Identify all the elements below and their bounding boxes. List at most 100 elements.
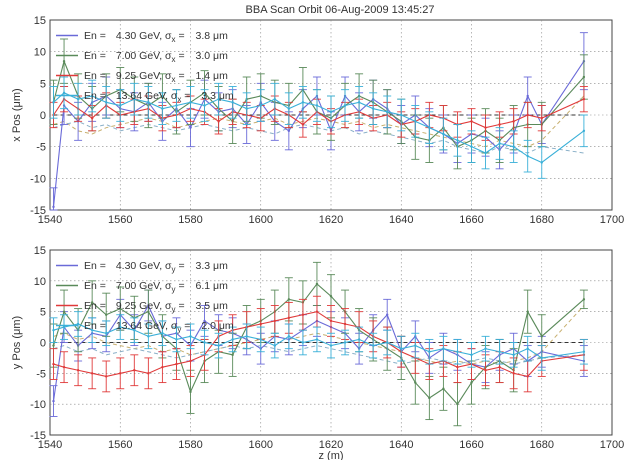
data-point <box>386 313 389 316</box>
data-point <box>52 101 55 104</box>
data-point <box>245 335 248 338</box>
data-point <box>62 59 66 63</box>
data-point <box>512 353 515 357</box>
legend-entry-part: σ <box>162 70 172 82</box>
data-point <box>582 298 586 301</box>
x-tick-label: 1620 <box>319 214 343 226</box>
legend-entry-part: y <box>172 285 176 294</box>
data-point <box>512 145 515 148</box>
legend-entry-part: y <box>172 265 176 274</box>
data-point <box>386 110 389 114</box>
data-point <box>231 101 234 104</box>
legend-entry: En = 4.30 GeV, σx = 3.8 μm <box>84 30 228 44</box>
y-tick-label: -5 <box>36 368 46 380</box>
data-point <box>301 101 305 104</box>
legend-entry-part: En = <box>84 260 106 272</box>
legend-entry: En = 13.64 GeV, σy = 2.0 μm <box>84 320 234 334</box>
data-point <box>119 372 122 375</box>
data-point <box>582 75 586 79</box>
data-point <box>147 101 150 104</box>
x-tick-label: 1560 <box>108 439 132 451</box>
data-point <box>273 344 276 347</box>
data-point <box>512 372 515 375</box>
data-point <box>287 129 291 133</box>
data-point <box>301 123 305 126</box>
data-point <box>62 365 66 369</box>
y-tick-label: 0 <box>40 338 46 350</box>
data-point <box>526 347 529 350</box>
legend-entry-part: = <box>176 50 185 62</box>
data-point <box>456 402 459 406</box>
data-point <box>414 120 417 123</box>
data-point <box>203 341 206 344</box>
legend-entry-part: En = <box>84 70 106 82</box>
legend-entry-part: x <box>172 75 176 84</box>
x-tick-label: 1560 <box>108 214 132 226</box>
legend-entry-part: 7.00 GeV, <box>113 280 162 292</box>
data-point <box>484 151 487 155</box>
data-point <box>582 97 586 101</box>
legend-entry-part: 3.3 μm <box>193 260 228 272</box>
x-tick-label: 1640 <box>389 214 413 226</box>
x-tick-label: 1600 <box>249 439 273 451</box>
data-point <box>245 107 248 110</box>
x-tick-label: 1660 <box>459 214 483 226</box>
x-tick-label: 1580 <box>178 439 202 451</box>
data-point <box>329 344 333 347</box>
legend-entry-part: En = <box>84 90 106 102</box>
y-tick-label: 5 <box>40 78 46 90</box>
legend-entry-part: En = <box>84 50 106 62</box>
y-tick-label: 15 <box>34 15 46 27</box>
data-point <box>76 97 80 101</box>
data-point <box>526 310 529 313</box>
legend-entry: En = 4.30 GeV, σy = 3.3 μm <box>84 260 228 274</box>
legend-entry-part: 3.8 μm <box>193 30 228 42</box>
data-point <box>470 353 473 357</box>
data-point <box>52 399 55 403</box>
legend-entry-part: = <box>176 260 185 272</box>
data-point <box>498 350 501 353</box>
data-point <box>189 101 192 104</box>
data-point <box>105 101 108 104</box>
x-tick-label: 1540 <box>38 439 62 451</box>
legend-entry-part: En = <box>84 280 106 292</box>
data-point <box>315 310 319 313</box>
data-point <box>414 344 417 347</box>
data-point <box>357 101 361 104</box>
data-point <box>343 322 347 326</box>
legend-entry-part: σ <box>168 90 178 102</box>
legend-entry-part: σ <box>162 300 172 312</box>
data-point <box>428 350 431 353</box>
legend-entry-part: 6.1 μm <box>193 280 228 292</box>
data-point <box>526 375 529 378</box>
y-tick-label: 5 <box>40 307 46 319</box>
data-point <box>161 365 164 369</box>
legend-entry-part: = <box>176 280 185 292</box>
data-point <box>189 126 192 129</box>
data-point <box>119 307 122 310</box>
y-tick-label: 0 <box>40 110 46 122</box>
legend-entry-part: σ <box>168 320 178 332</box>
data-point <box>315 282 319 286</box>
data-point <box>315 338 319 341</box>
legend-entry-part: 1.4 μm <box>193 70 228 82</box>
data-point <box>470 145 473 148</box>
data-point <box>329 110 333 114</box>
legend-entry-part: En = <box>84 300 106 312</box>
data-point <box>231 338 234 341</box>
data-point <box>147 310 150 313</box>
data-point <box>203 104 206 107</box>
data-point <box>147 335 150 338</box>
data-point <box>512 120 515 123</box>
data-point <box>52 328 55 332</box>
legend-entry-part: En = <box>84 30 106 42</box>
y-tick-label: -5 <box>36 142 46 154</box>
chart-panel-1: 1540 1560 1580 1600 1620 1640 1660 1680 1700 -15 -… <box>11 15 624 226</box>
legend-entry: En = 7.00 GeV, σy = 6.1 μm <box>84 280 228 294</box>
data-point <box>273 319 276 323</box>
data-point <box>456 365 459 369</box>
legend-entry-part: σ <box>162 280 172 292</box>
